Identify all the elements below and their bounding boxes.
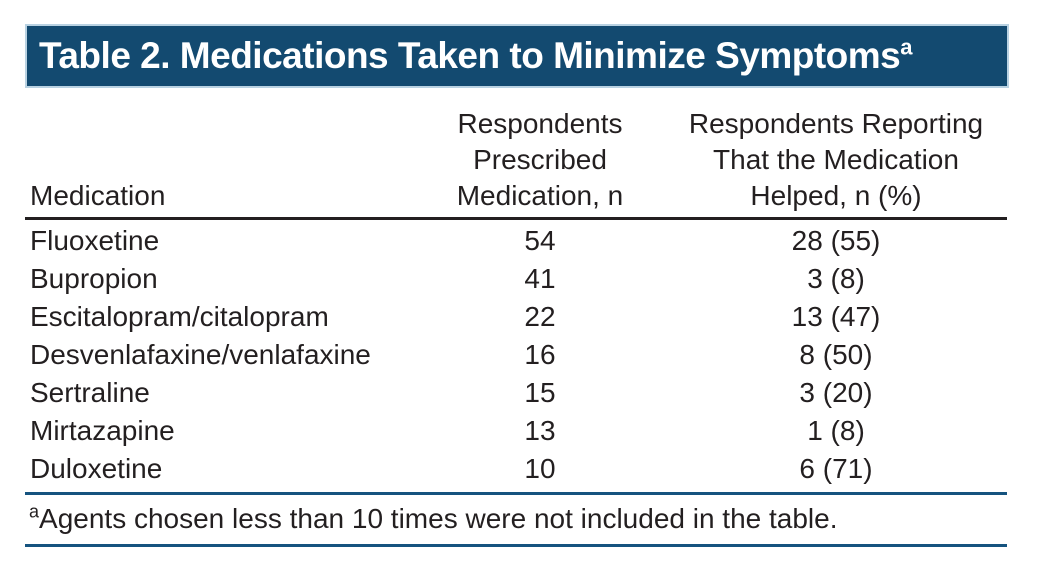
cell-medication: Sertraline	[30, 377, 150, 408]
header-line: Respondents	[457, 108, 623, 139]
footnote-superscript: a	[29, 501, 40, 522]
cell-medication: Desvenlafaxine/venlafaxine	[30, 339, 371, 370]
cell-prescribed-n: 54	[524, 225, 556, 256]
header-line: That the Medication	[713, 144, 959, 175]
table-title-bar: Table 2. Medications Taken to Minimize S…	[25, 24, 1009, 88]
cell-medication: Mirtazapine	[30, 415, 175, 446]
cell-prescribed-n: 41	[524, 263, 556, 294]
cell-prescribed-n: 22	[524, 301, 556, 332]
table-row: Desvenlafaxine/venlafaxine 16 8 (50)	[25, 336, 1007, 374]
cell-medication: Fluoxetine	[30, 225, 160, 256]
table-row: Duloxetine 10 6 (71)	[25, 450, 1007, 488]
header-line: Respondents Reporting	[688, 108, 984, 139]
cell-medication: Bupropion	[30, 263, 158, 294]
table-row: Mirtazapine 13 1 (8)	[25, 412, 1007, 450]
cell-medication: Duloxetine	[30, 453, 163, 484]
column-header-helped: Respondents Reporting That the Medicatio…	[665, 106, 1007, 214]
column-header-prescribed: Respondents Prescribed Medication, n	[415, 106, 665, 214]
table-footnote: aAgents chosen less than 10 times were n…	[25, 495, 1007, 547]
table-title-text: Table 2. Medications Taken to Minimize S…	[39, 35, 901, 76]
table-body: Fluoxetine 54 28 (55) Bupropion 41 3 (8)…	[25, 220, 1007, 495]
table-row: Sertraline 15 3 (20)	[25, 374, 1007, 412]
column-header-medication: Medication	[25, 178, 415, 214]
cell-helped-n-pct: 3 (8)	[807, 263, 865, 294]
cell-helped-n-pct: 3 (20)	[799, 377, 873, 408]
header-line: Prescribed	[473, 144, 607, 175]
cell-helped-n-pct: 8 (50)	[799, 339, 873, 370]
cell-prescribed-n: 15	[524, 377, 556, 408]
header-line: Medication	[30, 180, 166, 211]
table-row: Escitalopram/citalopram 22 13 (47)	[25, 298, 1007, 336]
cell-medication: Escitalopram/citalopram	[30, 301, 329, 332]
cell-prescribed-n: 10	[524, 453, 556, 484]
table-row: Fluoxetine 54 28 (55)	[25, 222, 1007, 260]
table-title: Table 2. Medications Taken to Minimize S…	[39, 35, 912, 77]
header-line: Helped, n (%)	[750, 180, 922, 211]
cell-helped-n-pct: 1 (8)	[807, 415, 865, 446]
table-title-superscript: a	[900, 34, 912, 60]
medications-table: Medication Respondents Prescribed Medica…	[25, 106, 1007, 547]
cell-prescribed-n: 13	[524, 415, 556, 446]
cell-helped-n-pct: 6 (71)	[799, 453, 873, 484]
cell-helped-n-pct: 28 (55)	[791, 225, 881, 256]
header-line: Medication, n	[456, 180, 624, 211]
cell-prescribed-n: 16	[524, 339, 556, 370]
footnote-text: Agents chosen less than 10 times were no…	[39, 503, 838, 534]
cell-helped-n-pct: 13 (47)	[791, 301, 881, 332]
table-row: Bupropion 41 3 (8)	[25, 260, 1007, 298]
table-header-row: Medication Respondents Prescribed Medica…	[25, 106, 1007, 220]
